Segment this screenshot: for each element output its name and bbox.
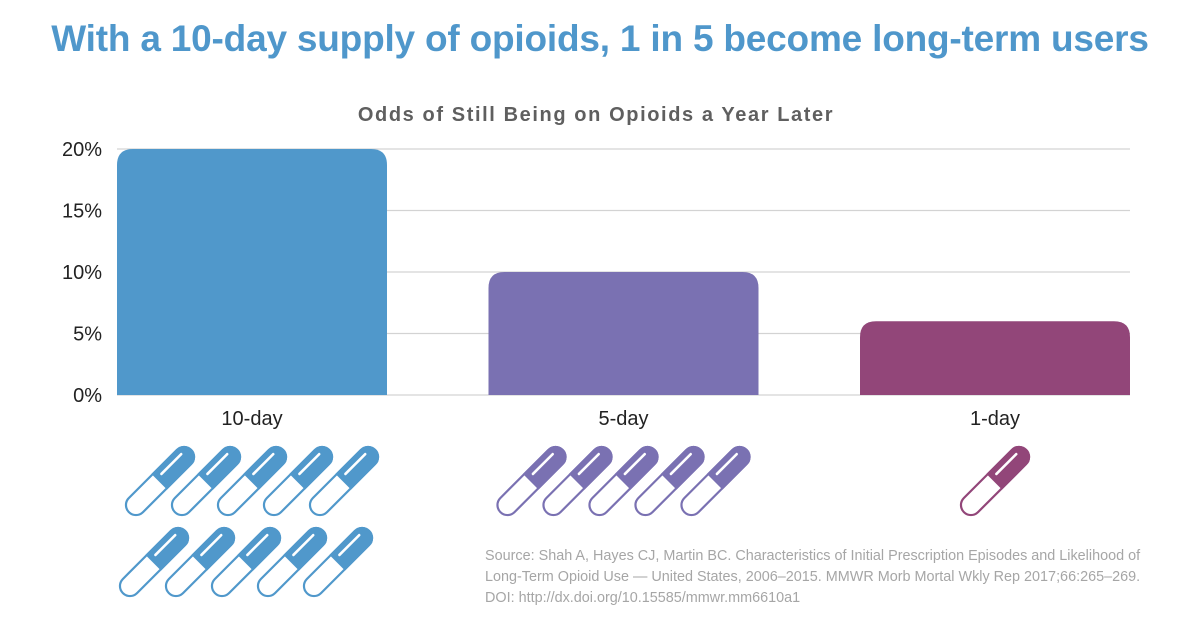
pill-icon [216, 445, 288, 517]
pill-icon [542, 445, 613, 517]
y-axis-ticks: 0% 5% 10% 15% 20% [62, 139, 102, 407]
pill-icon [118, 526, 190, 598]
y-tick-label: 5% [73, 324, 102, 346]
y-tick-label: 15% [62, 201, 102, 223]
pill-icon [256, 526, 328, 598]
pill-icon [170, 445, 242, 517]
pill-icon [308, 445, 380, 517]
y-tick-label: 20% [62, 139, 102, 161]
pill-icon [634, 445, 705, 517]
x-tick-label: 10-day [221, 408, 282, 430]
x-tick-label: 5-day [598, 408, 648, 430]
pill-icon [680, 445, 751, 517]
x-axis-labels: 10-day 5-day 1-day [221, 408, 1020, 430]
bar-1-day [860, 321, 1130, 395]
pill-icon [124, 445, 196, 517]
headline: With a 10-day supply of opioids, 1 in 5 … [51, 18, 1149, 59]
pill-icon [959, 445, 1031, 517]
pill-icon [262, 445, 334, 517]
bars [117, 149, 1130, 395]
x-tick-label: 1-day [970, 408, 1020, 430]
pill-icon [164, 526, 236, 598]
bar-10-day [117, 149, 387, 395]
chart-title: Odds of Still Being on Opioids a Year La… [357, 104, 835, 126]
pill-icons [118, 445, 1031, 598]
y-tick-label: 0% [73, 385, 102, 407]
pill-icon [588, 445, 659, 517]
pill-icon [496, 445, 567, 517]
pill-icon [302, 526, 374, 598]
pill-icon [210, 526, 282, 598]
source-citation: Source: Shah A, Hayes CJ, Martin BC. Cha… [485, 548, 1141, 606]
bar-5-day [488, 272, 759, 395]
y-tick-label: 10% [62, 262, 102, 284]
